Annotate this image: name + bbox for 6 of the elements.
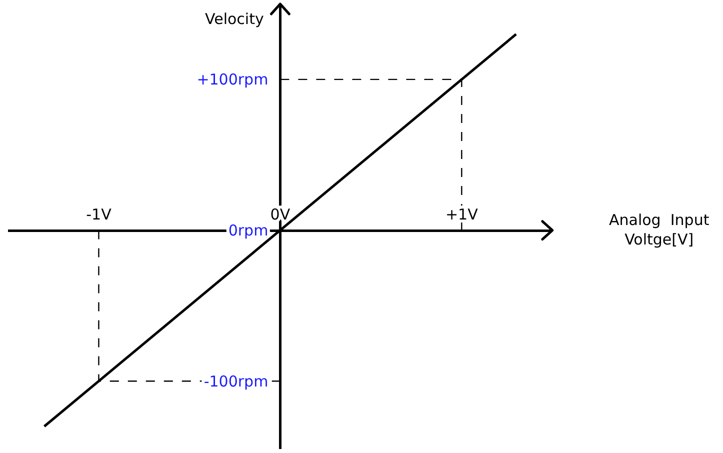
x-tick-label: +1V — [445, 205, 479, 224]
x-axis-title: Analog Input Voltge[V] — [609, 211, 710, 248]
y-tick-label: -100rpm — [204, 372, 268, 390]
y-axis-title: Velocity — [205, 10, 264, 28]
y-tick-label: +100rpm — [196, 70, 268, 89]
x-tick-label: -1V — [86, 205, 112, 224]
